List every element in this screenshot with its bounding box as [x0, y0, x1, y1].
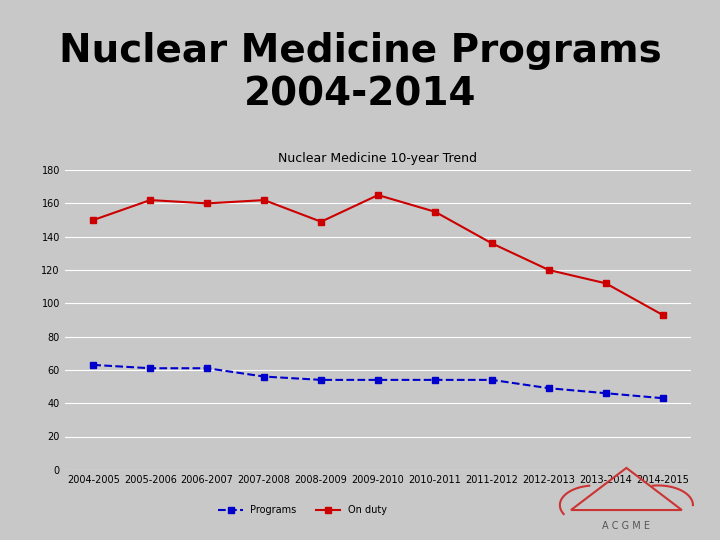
On duty	[374, 192, 382, 198]
Programs	[374, 377, 382, 383]
Programs	[203, 365, 212, 372]
Text: Nuclear Medicine Programs
2004-2014: Nuclear Medicine Programs 2004-2014	[58, 32, 662, 114]
Legend: Programs, On duty: Programs, On duty	[215, 501, 391, 519]
Text: A C G M E: A C G M E	[603, 521, 650, 531]
On duty	[260, 197, 269, 203]
Programs	[260, 373, 269, 380]
On duty	[658, 312, 667, 318]
Programs	[487, 377, 496, 383]
On duty	[487, 240, 496, 247]
On duty	[146, 197, 155, 203]
Programs	[658, 395, 667, 401]
Programs	[431, 377, 439, 383]
Title: Nuclear Medicine 10-year Trend: Nuclear Medicine 10-year Trend	[279, 152, 477, 165]
On duty	[601, 280, 610, 287]
Line: Programs: Programs	[91, 362, 665, 401]
Line: On duty: On duty	[91, 192, 665, 318]
On duty	[544, 267, 553, 273]
Programs	[146, 365, 155, 372]
Programs	[544, 385, 553, 392]
On duty	[431, 208, 439, 215]
On duty	[203, 200, 212, 207]
On duty	[89, 217, 98, 223]
Programs	[601, 390, 610, 396]
Programs	[317, 377, 325, 383]
On duty	[317, 219, 325, 225]
Programs	[89, 362, 98, 368]
